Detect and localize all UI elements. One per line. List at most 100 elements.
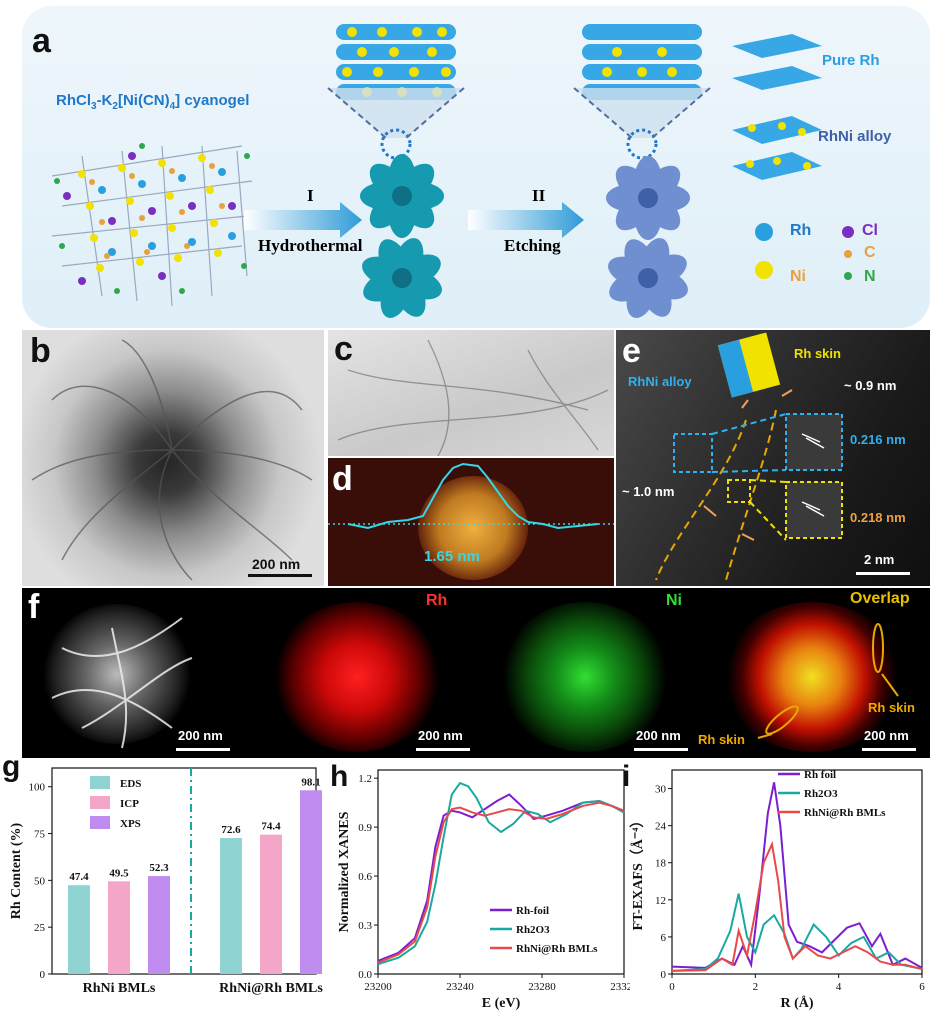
x-tick-label: 4 [836, 981, 842, 993]
panel-b: b 200 nm [22, 330, 324, 586]
bar-icp-0 [108, 881, 130, 974]
panel-c: c [328, 330, 614, 456]
bar-xps-0 [148, 876, 170, 974]
flower-teal-1 [360, 154, 444, 238]
legend-swatch-eds [90, 776, 110, 789]
panel-e: e RhNi alloy Rh skin ~ 0.9 nm ~ 1.0 nm 0… [616, 330, 930, 586]
panel-e-letter: e [622, 332, 641, 370]
y-tick-label: 0.9 [358, 822, 372, 834]
legend-label: EDS [120, 778, 141, 790]
scale-label-f1: 200 nm [178, 728, 223, 743]
rhni-alloy-slabs [732, 116, 822, 180]
legend-label: ICP [120, 798, 139, 810]
panel-a-art [51, 24, 854, 318]
skin-thickness: ~ 0.9 nm [844, 378, 897, 393]
y-tick-label: 6 [661, 932, 667, 944]
layer-stack-2 [573, 24, 711, 160]
map-label-rh: Rh [426, 592, 448, 609]
precursor-label: RhCl3-K2[Ni(CN)4] cyanogel [56, 92, 250, 112]
hrtem-overlay [655, 332, 843, 581]
n-atom-icon [844, 272, 852, 280]
x-tick-label: 23200 [364, 981, 392, 993]
scale-bar-f1 [176, 748, 230, 751]
bar-value-label: 72.6 [221, 824, 241, 836]
skin-label-f1: Rh skin [868, 700, 915, 715]
legend-label: Rh2O3 [804, 788, 838, 800]
y-axis-label: Normalized XANES [337, 811, 352, 932]
flower-blue-1 [606, 156, 690, 240]
scale-bar-b [248, 574, 312, 577]
n-atom-label: N [864, 268, 876, 285]
edge-thickness: ~ 1.0 nm [622, 484, 675, 499]
nanosheet-wrinkles [31, 339, 313, 581]
x-category-label: RhNi BMLs [83, 981, 156, 996]
y-tick-label: 0 [40, 969, 46, 981]
y-tick-label: 0.6 [358, 871, 372, 883]
map-label-overlap: Overlap [850, 590, 910, 607]
y-tick-label: 1.2 [358, 773, 372, 785]
chart-g: 0 25 50 75 100 Rh Content (%) 47.4 49.5 52.3 RhNi… [9, 767, 323, 996]
c-atom-icon [844, 250, 852, 258]
panel-a: a RhCl3-K2[Ni(CN)4] cyanogel I Hydrother… [22, 6, 930, 328]
arrow-step1 [244, 202, 362, 238]
d-spacing-2: 0.218 nm [850, 510, 906, 525]
legend-swatch-xps [90, 816, 110, 829]
y-tick-label: 18 [655, 858, 667, 870]
alloy-label: RhNi alloy [628, 374, 692, 389]
x-tick-label: 0 [669, 981, 675, 993]
x-tick-label: 23240 [446, 981, 474, 993]
rh-atom-label: Rh [790, 222, 812, 239]
map-overlap [702, 588, 930, 758]
map-haadf [22, 588, 247, 758]
scale-bar-f3 [634, 748, 688, 751]
bar-value-label: 52.3 [149, 862, 169, 874]
bar-value-label: 49.5 [109, 867, 129, 879]
panel-d-letter: d [332, 460, 353, 498]
y-tick-label: 0 [661, 969, 667, 981]
map-ni [476, 588, 700, 758]
ni-atom-label: Ni [790, 268, 806, 285]
x-category-label: RhNi@Rh BMLs [219, 981, 323, 996]
scale-bar-f2 [416, 748, 470, 751]
y-axis-label: FT-EXAFS（Å⁻⁴） [630, 814, 646, 931]
x-tick-label: 6 [919, 981, 925, 993]
y-tick-label: 12 [655, 895, 666, 907]
arrow-step2 [468, 202, 584, 238]
flower-teal-2 [362, 238, 442, 318]
legend-swatch-icp [90, 796, 110, 809]
plot-frame [671, 769, 923, 975]
scale-label-b: 200 nm [252, 556, 301, 572]
panel-f: f Rh Ni Overlap Rh skin Rh skin 200 nm 2… [22, 588, 930, 758]
y-tick-label: 75 [34, 829, 46, 841]
step2-label: Etching [504, 236, 561, 255]
y-tick-label: 0.0 [358, 969, 372, 981]
rh-atom-icon [755, 223, 773, 241]
cyanogel-network [51, 143, 253, 307]
sheet-edges [337, 339, 609, 456]
scale-label-f4: 200 nm [864, 728, 909, 743]
panel-c-letter: c [334, 330, 353, 368]
legend-label: RhNi@Rh BMLs [804, 807, 886, 819]
bar-eds-1 [220, 838, 242, 974]
panel-b-letter: b [30, 332, 51, 370]
x-axis-label: E (eV) [482, 996, 521, 1011]
y-tick-label: 24 [655, 821, 667, 833]
series-line-1 [377, 781, 625, 966]
scale-label-e: 2 nm [864, 552, 895, 567]
step1-roman: I [307, 186, 314, 205]
legend-label: Rh-foil [516, 905, 549, 917]
scale-bar-e [856, 572, 910, 575]
bar-value-label: 98.1 [301, 776, 320, 788]
thickness-label: 1.65 nm [424, 548, 480, 565]
y-tick-label: 100 [29, 782, 46, 794]
flower-blue-2 [608, 238, 688, 318]
step2-roman: II [532, 186, 546, 205]
legend-label: RhNi@Rh BMLs [516, 943, 598, 955]
scale-bar-f4 [862, 748, 916, 751]
series-line-2 [377, 801, 625, 964]
cl-atom-label: Cl [862, 222, 878, 239]
x-axis-label: R (Å) [780, 995, 813, 1011]
c-atom-label: C [864, 244, 876, 261]
legend-label: XPS [120, 818, 141, 830]
